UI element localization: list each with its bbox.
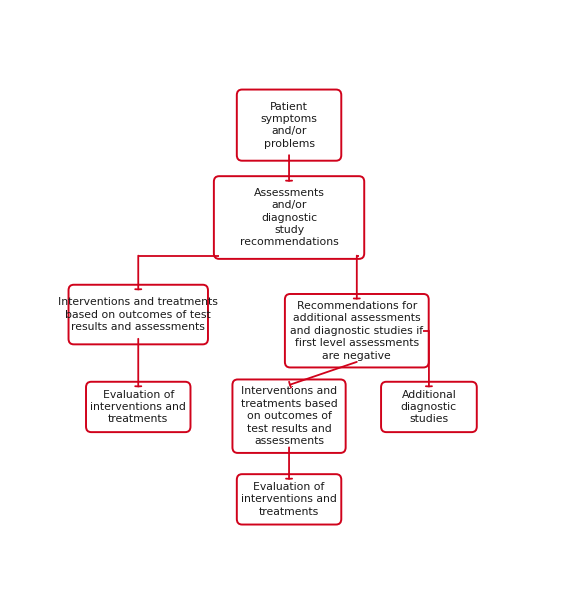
Text: Interventions and
treatments based
on outcomes of
test results and
assessments: Interventions and treatments based on ou…	[241, 386, 337, 446]
Text: Evaluation of
interventions and
treatments: Evaluation of interventions and treatmen…	[241, 482, 337, 517]
FancyBboxPatch shape	[232, 379, 346, 453]
Text: Assessments
and/or
diagnostic
study
recommendations: Assessments and/or diagnostic study reco…	[240, 188, 338, 247]
Text: Recommendations for
additional assessments
and diagnostic studies if
first level: Recommendations for additional assessmen…	[290, 301, 424, 361]
Text: Evaluation of
interventions and
treatments: Evaluation of interventions and treatmen…	[90, 389, 186, 424]
Text: Interventions and treatments
based on outcomes of test
results and assessments: Interventions and treatments based on ou…	[58, 297, 218, 332]
Text: Patient
symptoms
and/or
problems: Patient symptoms and/or problems	[261, 101, 318, 149]
FancyBboxPatch shape	[381, 382, 477, 432]
FancyBboxPatch shape	[237, 89, 341, 161]
Text: Additional
diagnostic
studies: Additional diagnostic studies	[401, 389, 457, 424]
FancyBboxPatch shape	[237, 474, 341, 524]
FancyBboxPatch shape	[214, 176, 364, 259]
FancyBboxPatch shape	[69, 285, 208, 344]
FancyBboxPatch shape	[285, 294, 429, 367]
FancyBboxPatch shape	[86, 382, 191, 432]
